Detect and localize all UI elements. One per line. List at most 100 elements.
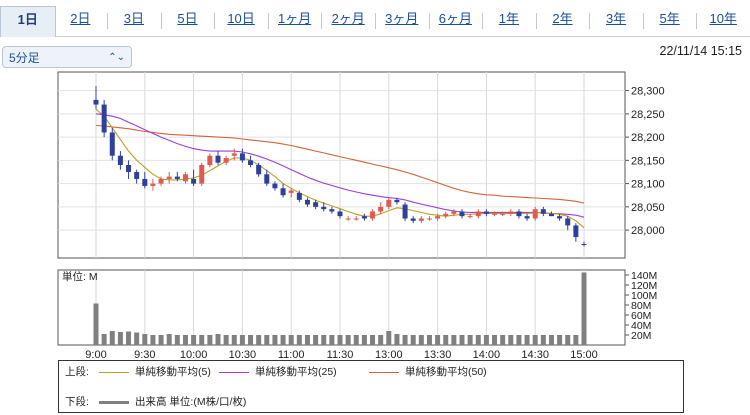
volume-bar xyxy=(321,335,327,345)
volume-bar xyxy=(174,335,180,345)
tab-separator xyxy=(321,13,323,29)
volume-bar xyxy=(109,331,115,345)
volume-bar xyxy=(158,335,164,345)
candle-body xyxy=(174,176,180,179)
tab-8[interactable]: 6ヶ月 xyxy=(438,11,472,26)
candle-body xyxy=(426,218,432,220)
volume-bar xyxy=(337,335,343,345)
price-tick-label: 28,200 xyxy=(631,132,665,144)
volume-bar xyxy=(548,335,554,345)
volume-tick-label: 20M xyxy=(631,330,651,342)
volume-bar xyxy=(231,335,237,345)
interval-select[interactable]: 5分足 ⌃⌄ xyxy=(2,46,132,68)
tab-separator xyxy=(214,13,216,29)
tab-0[interactable]: 1日 xyxy=(0,6,56,37)
price-tick-label: 28,300 xyxy=(631,86,665,98)
candle-body xyxy=(540,209,546,214)
volume-bar xyxy=(191,335,197,345)
volume-bar xyxy=(557,335,563,345)
volume-bar xyxy=(248,335,254,345)
volume-bar xyxy=(117,332,123,345)
candle-body xyxy=(516,211,522,217)
candle-body xyxy=(223,158,229,163)
candle-body xyxy=(532,209,538,219)
volume-bar xyxy=(345,335,351,345)
volume-bar xyxy=(524,335,530,345)
x-tick-label: 13:00 xyxy=(375,349,403,361)
volume-bar xyxy=(353,335,359,345)
tab-11[interactable]: 3年 xyxy=(605,11,627,26)
candle-body xyxy=(410,218,416,221)
candle-body xyxy=(272,183,278,189)
tab-10[interactable]: 2年 xyxy=(552,11,573,26)
tab-2[interactable]: 3日 xyxy=(123,11,145,26)
tab-1[interactable]: 2日 xyxy=(70,11,91,26)
volume-bar xyxy=(394,334,400,345)
tab-6[interactable]: 2ヶ月 xyxy=(331,11,365,26)
tab-4[interactable]: 10日 xyxy=(227,11,255,26)
x-tick-label: 9:30 xyxy=(134,349,155,361)
candle-body xyxy=(548,213,554,217)
volume-bar xyxy=(386,331,392,345)
tab-5[interactable]: 1ヶ月 xyxy=(278,11,312,26)
tab-separator xyxy=(535,13,537,29)
tab-7[interactable]: 3ヶ月 xyxy=(385,11,419,26)
candle-body xyxy=(581,244,587,246)
volume-tick-label: 120M xyxy=(631,280,657,292)
candle-body xyxy=(117,155,123,165)
candle-body xyxy=(296,192,302,200)
ma50-swatch xyxy=(369,371,399,373)
volume-swatch xyxy=(99,400,129,404)
volume-bar xyxy=(516,335,522,345)
legend-lower-label: 下段: xyxy=(65,396,89,408)
volume-bar xyxy=(264,335,270,345)
candle-body xyxy=(483,211,489,214)
legend-ma5-label: 単純移動平均(5) xyxy=(135,366,211,378)
candle-body xyxy=(256,165,262,175)
candle-body xyxy=(239,153,245,161)
volume-bar xyxy=(207,335,213,345)
tab-separator xyxy=(482,13,484,29)
tab-3[interactable]: 5日 xyxy=(177,11,198,26)
candle-body xyxy=(280,188,286,196)
candle-body xyxy=(109,132,115,156)
candle-body xyxy=(134,171,140,179)
price-tick-label: 28,050 xyxy=(631,202,665,214)
volume-bar xyxy=(272,335,278,345)
volume-bar xyxy=(296,335,302,345)
tab-13[interactable]: 10年 xyxy=(709,11,737,26)
candle-body xyxy=(304,199,310,205)
legend-ma25-label: 単純移動平均(25) xyxy=(255,366,337,378)
candle-body xyxy=(264,174,270,184)
tab-12[interactable]: 5年 xyxy=(659,11,680,26)
candle-body xyxy=(475,211,481,217)
tab-9[interactable]: 1年 xyxy=(498,11,520,26)
volume-bar xyxy=(126,331,132,345)
volume-bar xyxy=(239,335,245,345)
volume-unit-label: 単位: M xyxy=(62,270,98,283)
volume-bar xyxy=(166,334,172,345)
candle-body xyxy=(378,206,384,212)
candle-body xyxy=(321,206,327,210)
tab-separator xyxy=(589,13,591,29)
volume-bar xyxy=(418,335,424,345)
volume-bar xyxy=(329,335,335,345)
candle-body xyxy=(191,178,197,184)
volume-bar xyxy=(223,335,229,345)
volume-bar xyxy=(573,335,579,345)
volume-bar xyxy=(475,335,481,345)
tab-separator xyxy=(642,13,644,29)
volume-tick-label: 140M xyxy=(631,270,657,282)
x-tick-label: 14:30 xyxy=(521,349,549,361)
volume-bar xyxy=(134,332,140,345)
tab-separator xyxy=(428,13,430,29)
x-tick-label: 15:00 xyxy=(570,349,598,361)
volume-bar xyxy=(492,335,498,345)
candle-body xyxy=(492,213,498,215)
x-tick-label: 11:30 xyxy=(327,349,354,361)
volume-bar xyxy=(361,335,367,345)
volume-tick-label: 80M xyxy=(631,300,651,312)
volume-bar xyxy=(565,335,571,345)
candle-body xyxy=(142,178,148,186)
x-tick-label: 10:30 xyxy=(229,349,257,361)
